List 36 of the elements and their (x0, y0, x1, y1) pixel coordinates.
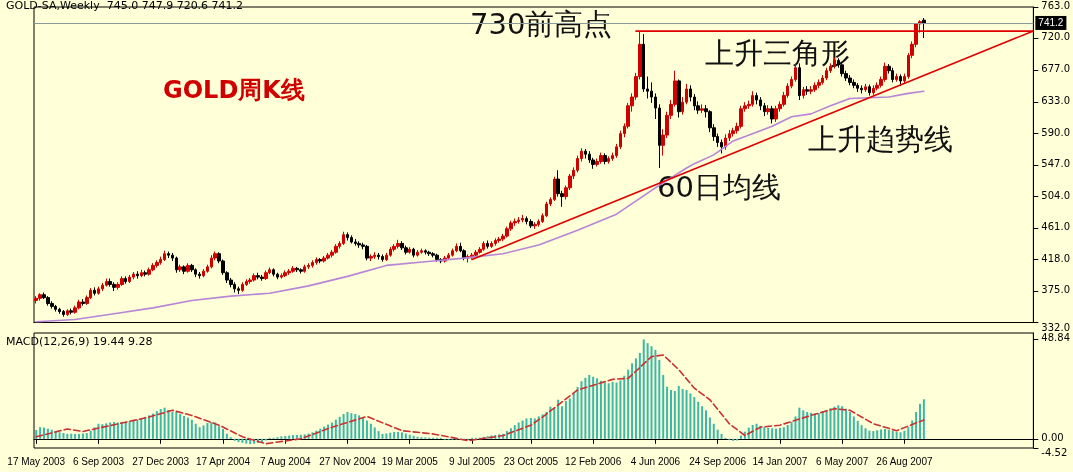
x-tick-label: 24 Sep 2006 (689, 455, 747, 467)
y-tick-label: 763.0 (1041, 0, 1071, 11)
y-tick-label: -4.52 (1041, 447, 1068, 458)
x-tick-label: 17 Apr 2004 (196, 455, 251, 467)
x-tick-label: 4 Jun 2006 (630, 455, 681, 467)
annotation: 60日均线 (657, 169, 781, 204)
annotation: 上升趋势线 (808, 121, 953, 156)
x-tick-label: 17 May 2003 (7, 455, 66, 467)
x-tick-label: 19 Mar 2005 (381, 455, 439, 467)
x-tick-label: 23 Oct 2005 (503, 455, 559, 467)
y-tick-label: 547.0 (1041, 158, 1071, 170)
ref-line-label: 741.2 (1038, 17, 1064, 29)
y-tick-label: 418.0 (1041, 252, 1071, 264)
y-tick-label: 633.0 (1041, 95, 1071, 107)
y-tick-label: 332.0 (1041, 321, 1071, 333)
y-tick-label: 720.0 (1041, 31, 1071, 43)
y-tick-label: 461.0 (1041, 221, 1071, 233)
x-tick-label: 9 Jul 2005 (448, 455, 496, 467)
annotation: 730前高点 (470, 6, 613, 41)
x-tick-label: 6 May 2007 (816, 455, 869, 467)
annotation: GOLD周K线 (163, 76, 305, 104)
x-tick-label: 7 Aug 2004 (259, 455, 311, 467)
chart-title: GOLD-SA,Weekly 745.0 747.9 720.6 741.2 (6, 0, 244, 12)
x-tick-label: 6 Sep 2003 (72, 455, 125, 467)
x-tick-label: 27 Nov 2004 (319, 455, 377, 467)
x-tick-label: 27 Dec 2003 (132, 455, 190, 467)
chart-title: MACD(12,26,9) 19.44 9.28 (6, 335, 153, 348)
x-tick-label: 26 Aug 2007 (876, 455, 933, 467)
x-tick-label: 14 Jan 2007 (752, 455, 808, 467)
y-tick-label: 375.0 (1041, 284, 1071, 296)
y-tick-label: 504.0 (1041, 189, 1071, 201)
y-tick-label: 0.00 (1041, 431, 1064, 443)
y-tick-label: 590.0 (1041, 126, 1071, 138)
y-tick-label: 48.84 (1041, 332, 1071, 344)
y-tick-label: 677.0 (1041, 62, 1071, 74)
x-tick-label: 12 Feb 2006 (565, 455, 622, 467)
